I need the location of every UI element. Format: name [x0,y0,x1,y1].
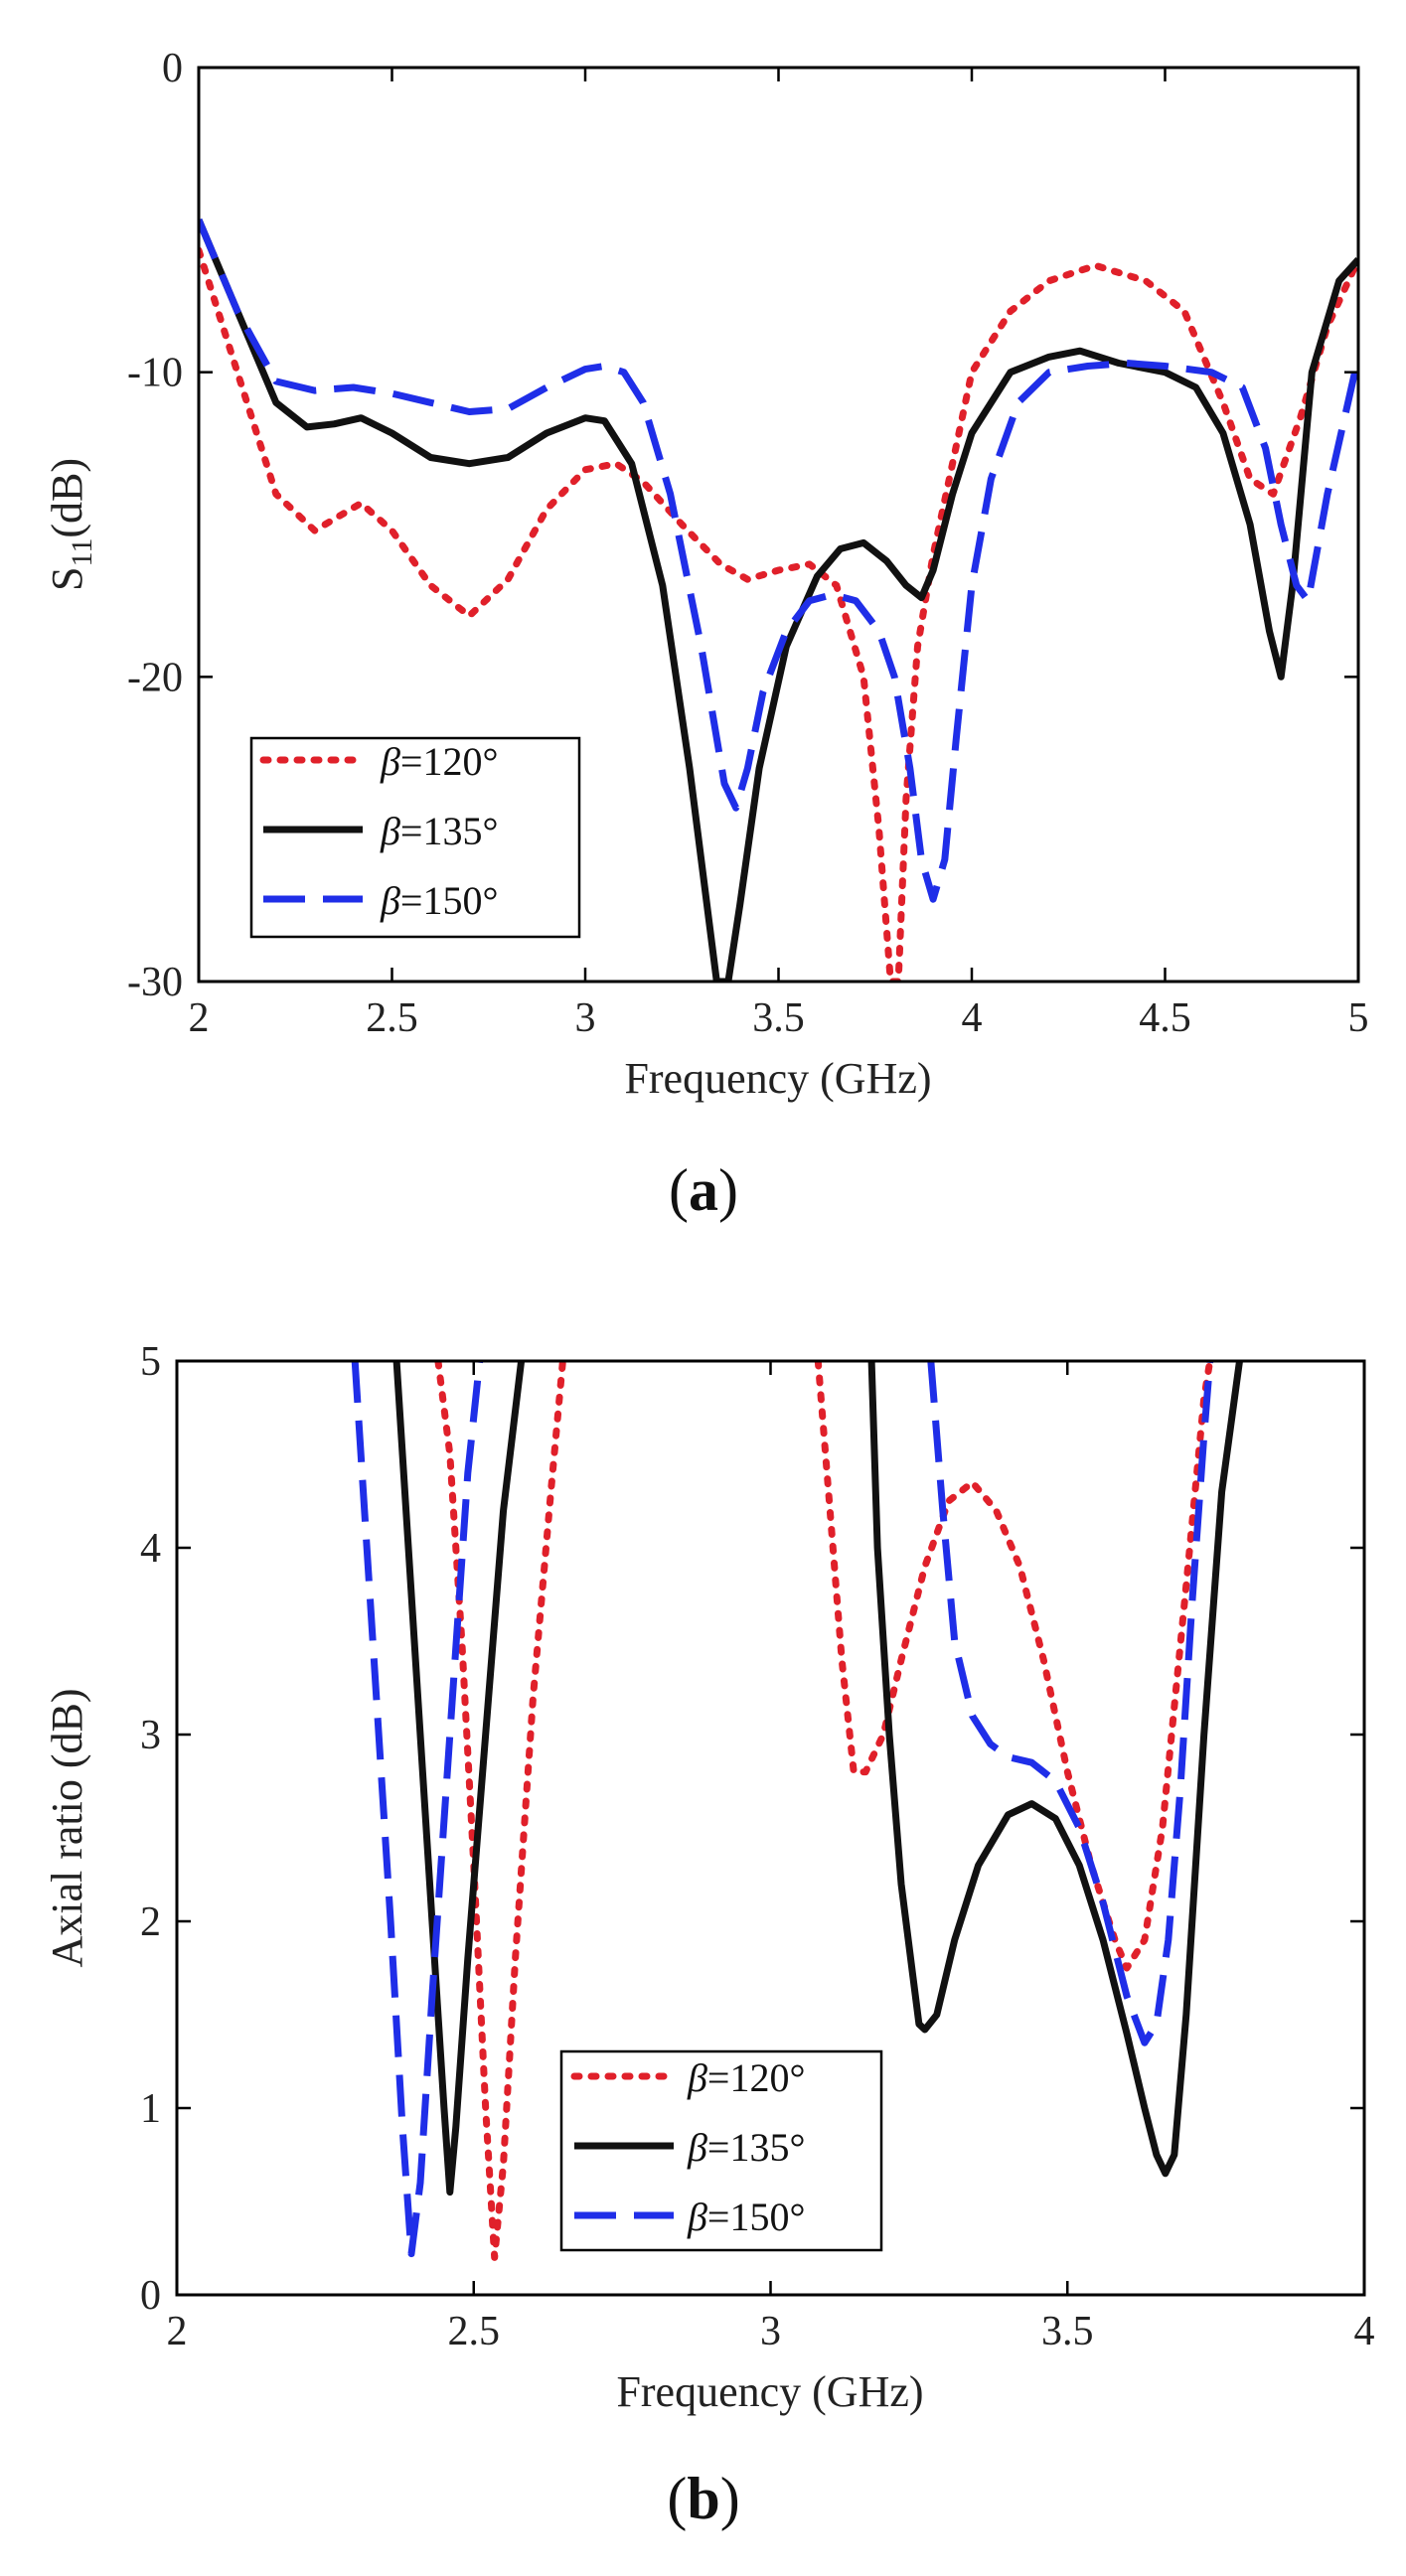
panel-a-series-2-line [199,218,1358,982]
panel-a-y-tick-label: -30 [127,960,183,1005]
panel-a-y-tick-label: -10 [127,351,183,396]
panel-a-legend: β=120° β=135° β=150° [249,736,581,939]
panel-b-y-axis-label: Axial ratio (dB) [43,1688,91,1967]
panel-b-label: (b) [667,2466,739,2531]
panel-b-legend-label-150: β=150° [687,2195,805,2239]
panel-b-y-tick-label: 2 [140,1899,161,1945]
panel-a-x-tick-label: 4 [962,995,983,1041]
panel-a-x-axis-label: Frequency (GHz) [624,1054,931,1103]
panel-b-y-tick-label: 1 [140,2086,161,2132]
panel-a-x-tick-label: 2.5 [366,995,418,1041]
panel-a-ticks: 2 2.5 3 3.5 4 4.5 5 -30 -20 -10 0 [127,46,1369,1041]
panel-b-series-2-line-seg-1 [392,1361,526,2197]
panel-a-x-tick-label: 2 [189,995,210,1041]
panel-b-series [351,1361,1243,2261]
panel-a-x-tick-label: 5 [1348,995,1369,1041]
panel-a-legend-label-135: β=135° [380,809,498,853]
panel-b-x-tick-label: 2.5 [448,2309,501,2354]
panel-a-x-tick-label: 4.5 [1139,995,1191,1041]
panel-b-chart: 2 2.5 3 3.5 4 0 1 2 3 4 5 Frequency (GHz) Axial ra… [43,1339,1375,2531]
panel-b-y-tick-label: 0 [140,2273,161,2319]
panel-b-x-tick-label: 3.5 [1041,2309,1094,2354]
panel-b-x-tick-label: 3 [760,2309,781,2354]
panel-b-x-tick-label: 4 [1354,2309,1375,2354]
panel-b-legend-label-135: β=135° [687,2125,805,2170]
panel-b-series-2-line-seg-2 [867,1361,1243,2178]
panel-b-x-tick-label: 2 [167,2309,188,2354]
panel-a-y-tick-label: 0 [162,46,183,91]
panel-b-legend: β=120° β=135° β=150° [559,2049,883,2252]
panel-a-series-3-line [199,218,1358,903]
panel-a-legend-label-150: β=150° [380,878,498,923]
panel-a-y-axis-label: S11(dB) [43,458,98,591]
panel-b-ticks: 2 2.5 3 3.5 4 0 1 2 3 4 5 [140,1339,1375,2354]
panel-a-series [199,218,1358,982]
panel-a-x-tick-label: 3 [575,995,596,1041]
panel-a-x-tick-label: 3.5 [752,995,805,1041]
panel-a-series-1-line [199,246,1358,982]
panel-b-y-tick-label: 3 [140,1713,161,1758]
panel-a-legend-box [249,736,581,939]
panel-b-series-3-line-seg-2 [927,1361,1214,2046]
panel-a-label: (a) [669,1157,738,1223]
panel-b-y-tick-label: 4 [140,1526,161,1572]
panel-a-chart: 2 2.5 3 3.5 4 4.5 5-30-20-100 Frequency (GHz) … [43,46,1369,1223]
panel-b-x-axis-label: Frequency (GHz) [616,2367,923,2416]
panel-b-series-1-line-seg-2 [814,1361,1214,1972]
panel-b-y-tick-label: 5 [140,1339,161,1385]
panel-a-legend-label-120: β=120° [380,739,498,784]
panel-b-series-3-line-seg-1 [351,1361,484,2258]
panel-a-y-tick-label: -20 [127,655,183,700]
panel-b-legend-label-120: β=120° [687,2055,805,2100]
